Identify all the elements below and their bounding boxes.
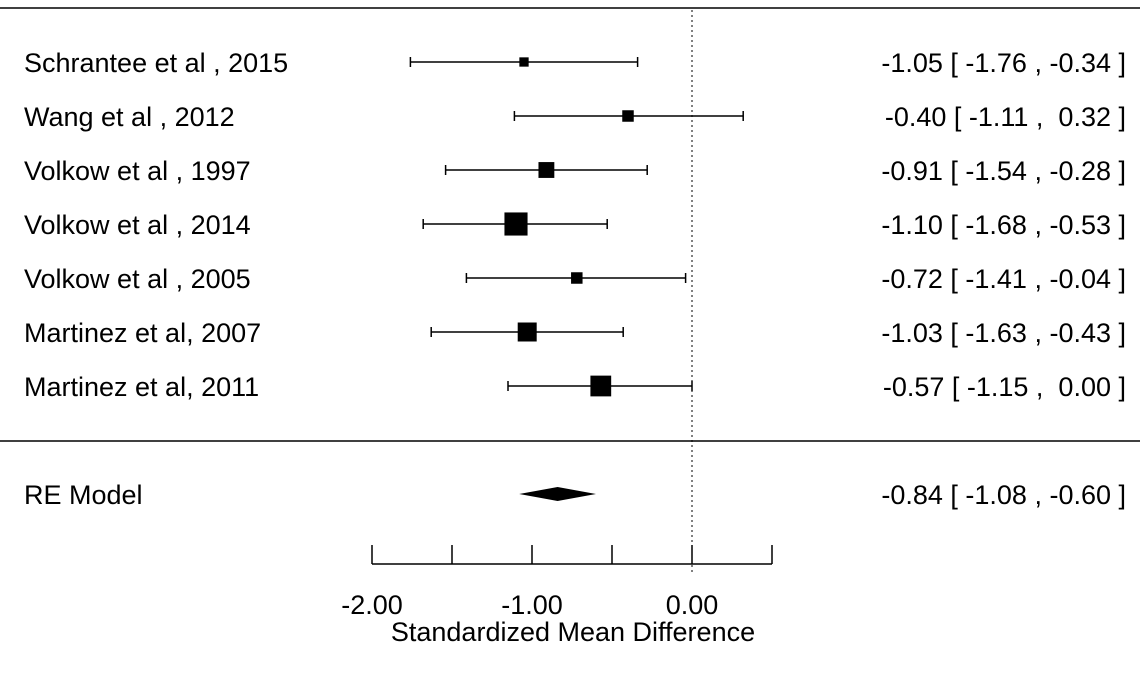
x-axis-label: Standardized Mean Difference xyxy=(391,617,755,647)
x-tick-label: 0.00 xyxy=(666,590,719,620)
study-label: Volkow et al , 1997 xyxy=(24,156,251,186)
study-label: Wang et al , 2012 xyxy=(24,102,235,132)
study-label: Martinez et al, 2011 xyxy=(24,372,259,402)
effect-size-ci-text: -1.10 [ -1.68 , -0.53 ] xyxy=(881,210,1126,240)
study-row: Volkow et al , 2014 -1.10 [ -1.68 , -0.53… xyxy=(24,210,1126,240)
x-tick-label: -2.00 xyxy=(341,590,403,620)
study-rows: Schrantee et al , 2015 -1.05 [ -1.76 , -0… xyxy=(24,48,1126,402)
study-label: Volkow et al , 2014 xyxy=(24,210,251,240)
effect-size-ci-text: -1.03 [ -1.63 , -0.43 ] xyxy=(881,318,1126,348)
effect-size-point xyxy=(622,110,634,122)
summary-estimate-text: -0.84 [ -1.08 , -0.60 ] xyxy=(881,480,1126,510)
study-row: Volkow et al , 1997 -0.91 [ -1.54 , -0.28… xyxy=(24,156,1126,186)
effect-size-ci-text: -0.72 [ -1.41 , -0.04 ] xyxy=(881,264,1126,294)
effect-size-point xyxy=(571,272,583,284)
effect-size-point xyxy=(519,57,529,67)
study-label: Schrantee et al , 2015 xyxy=(24,48,288,78)
effect-size-ci-text: -0.91 [ -1.54 , -0.28 ] xyxy=(881,156,1126,186)
x-axis: -2.00 -1.00 0.00 xyxy=(341,545,773,620)
summary-row: RE Model -0.84 [ -1.08 , -0.60 ] xyxy=(24,480,1126,510)
study-row: Martinez et al, 2007 -1.03 [ -1.63 , -0.4… xyxy=(24,318,1126,348)
study-row: Wang et al , 2012 -0.40 [ -1.11 , 0.32 ] xyxy=(24,102,1126,132)
effect-size-ci-text: -1.05 [ -1.76 , -0.34 ] xyxy=(881,48,1126,78)
summary-diamond xyxy=(519,487,596,501)
summary-label: RE Model xyxy=(24,480,143,510)
effect-size-ci-text: -0.57 [ -1.15 , 0.00 ] xyxy=(883,372,1126,402)
study-row: Schrantee et al , 2015 -1.05 [ -1.76 , -0… xyxy=(24,48,1126,78)
x-tick-label: -1.00 xyxy=(501,590,563,620)
study-row: Martinez et al, 2011 -0.57 [ -1.15 , 0.00… xyxy=(24,372,1126,402)
study-label: Volkow et al , 2005 xyxy=(24,264,251,294)
effect-size-point xyxy=(517,322,537,342)
effect-size-ci-text: -0.40 [ -1.11 , 0.32 ] xyxy=(885,102,1126,132)
study-label: Martinez et al, 2007 xyxy=(24,318,261,348)
effect-size-point xyxy=(504,212,528,236)
effect-size-point xyxy=(538,162,555,178)
study-row: Volkow et al , 2005 -0.72 [ -1.41 , -0.04… xyxy=(24,264,1126,294)
effect-size-point xyxy=(590,375,612,397)
